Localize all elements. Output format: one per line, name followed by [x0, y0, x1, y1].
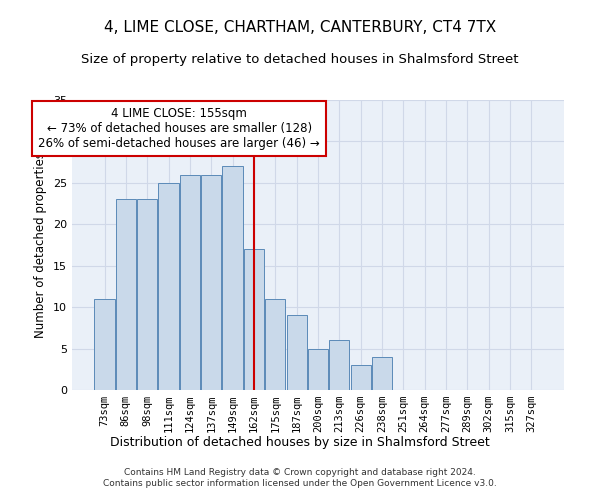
- Bar: [180, 174, 200, 390]
- Bar: [308, 348, 328, 390]
- Bar: [158, 183, 179, 390]
- Text: Size of property relative to detached houses in Shalmsford Street: Size of property relative to detached ho…: [81, 52, 519, 66]
- Text: 4 LIME CLOSE: 155sqm
← 73% of detached houses are smaller (128)
26% of semi-deta: 4 LIME CLOSE: 155sqm ← 73% of detached h…: [38, 106, 320, 150]
- Bar: [265, 299, 286, 390]
- Bar: [329, 340, 349, 390]
- Text: 4, LIME CLOSE, CHARTHAM, CANTERBURY, CT4 7TX: 4, LIME CLOSE, CHARTHAM, CANTERBURY, CT4…: [104, 20, 496, 35]
- Bar: [372, 357, 392, 390]
- Bar: [116, 200, 136, 390]
- Text: Contains HM Land Registry data © Crown copyright and database right 2024.
Contai: Contains HM Land Registry data © Crown c…: [103, 468, 497, 487]
- Bar: [137, 200, 157, 390]
- Bar: [223, 166, 243, 390]
- Bar: [201, 174, 221, 390]
- Bar: [244, 249, 264, 390]
- Bar: [350, 365, 371, 390]
- Y-axis label: Number of detached properties: Number of detached properties: [34, 152, 47, 338]
- Bar: [94, 299, 115, 390]
- Bar: [287, 316, 307, 390]
- Text: Distribution of detached houses by size in Shalmsford Street: Distribution of detached houses by size …: [110, 436, 490, 449]
